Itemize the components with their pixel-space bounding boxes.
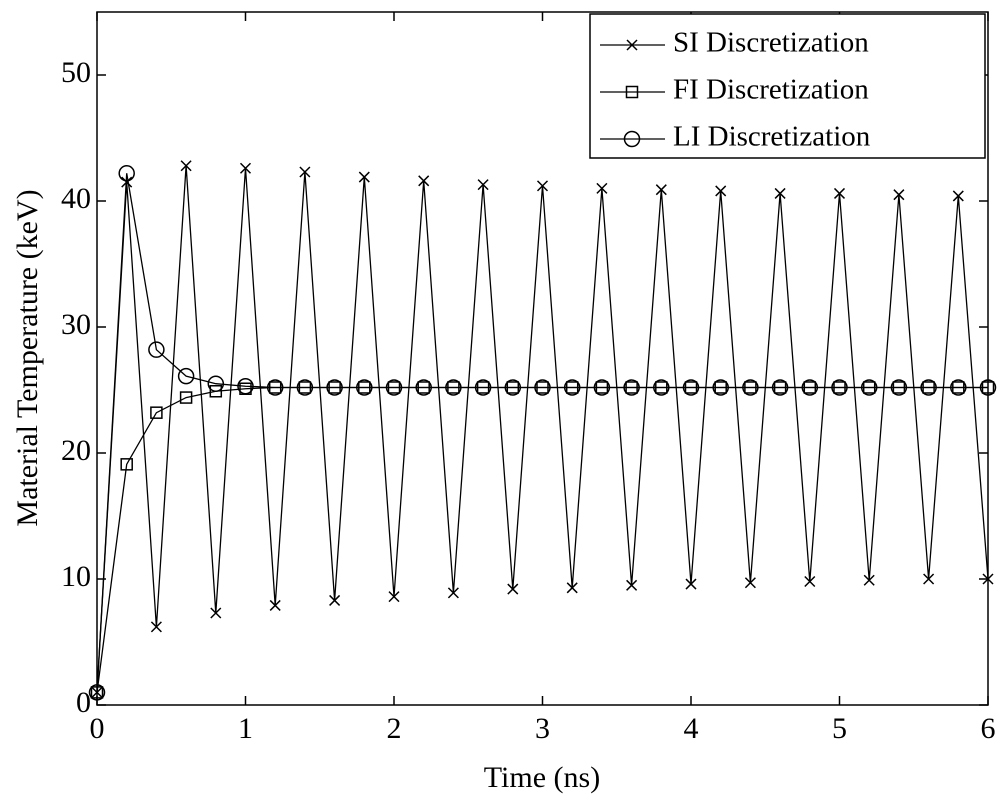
- marker-x: [744, 577, 756, 589]
- marker-circle: [890, 379, 908, 396]
- marker-circle: [623, 379, 640, 396]
- marker-x: [269, 599, 281, 611]
- marker-square: [179, 391, 193, 404]
- marker-square: [625, 85, 639, 99]
- marker-square: [120, 458, 133, 471]
- marker-circle: [742, 379, 759, 396]
- x-tick-label: 2: [387, 712, 402, 745]
- marker-circle: [534, 379, 551, 396]
- marker-x: [536, 180, 549, 192]
- marker-x: [299, 166, 311, 178]
- marker-circle: [266, 379, 284, 396]
- y-tick-label: 20: [61, 434, 91, 467]
- marker-x: [477, 179, 489, 191]
- marker-x: [447, 587, 459, 599]
- y-tick-label: 0: [76, 686, 91, 719]
- marker-square: [209, 385, 223, 398]
- x-tick-label: 1: [238, 712, 253, 745]
- marker-circle: [771, 379, 789, 396]
- y-tick-label: 40: [61, 182, 91, 215]
- marker-circle: [860, 379, 878, 396]
- marker-x: [507, 583, 519, 595]
- marker-circle: [623, 130, 641, 148]
- marker-x: [685, 578, 697, 590]
- marker-circle: [801, 379, 819, 396]
- marker-circle: [207, 375, 225, 392]
- marker-circle: [979, 379, 997, 396]
- marker-circle: [563, 379, 581, 396]
- y-tick-label: 30: [61, 308, 91, 341]
- marker-x: [180, 160, 192, 172]
- marker-x: [952, 190, 964, 202]
- marker-x: [388, 591, 400, 603]
- legend-label: LI Discretization: [673, 121, 871, 153]
- legend-label: FI Discretization: [673, 74, 869, 106]
- y-tick-label: 10: [61, 560, 91, 593]
- marker-x: [863, 574, 875, 586]
- marker-circle: [950, 379, 967, 396]
- marker-x: [596, 182, 608, 194]
- marker-circle: [148, 341, 165, 358]
- series-line: [96, 173, 988, 693]
- marker-circle: [88, 684, 106, 701]
- marker-circle: [415, 379, 432, 396]
- x-tick-label: 6: [981, 712, 996, 745]
- marker-circle: [653, 379, 670, 396]
- marker-x: [210, 607, 222, 619]
- marker-circle: [296, 379, 314, 396]
- marker-circle: [474, 379, 492, 396]
- legend-box: [589, 13, 986, 159]
- marker-circle: [920, 379, 937, 396]
- marker-x: [893, 189, 905, 201]
- marker-circle: [177, 367, 195, 385]
- marker-x: [239, 162, 252, 174]
- marker-circle: [445, 379, 462, 396]
- x-tick-label: 3: [535, 712, 550, 745]
- marker-square: [150, 406, 163, 419]
- y-axis-label: Material Temperature (keV): [11, 189, 44, 526]
- y-tick-label: 50: [61, 56, 91, 89]
- x-tick-label: 5: [832, 712, 847, 745]
- marker-circle: [504, 379, 522, 396]
- marker-x: [833, 187, 846, 199]
- marker-x: [358, 171, 370, 183]
- marker-x: [655, 184, 667, 196]
- marker-circle: [682, 379, 700, 396]
- marker-x: [150, 621, 162, 633]
- marker-x: [804, 575, 816, 588]
- marker-x: [774, 187, 786, 199]
- x-tick-label: 4: [684, 712, 699, 745]
- x-tick-label: 0: [90, 712, 105, 745]
- marker-circle: [831, 379, 848, 396]
- marker-circle: [118, 165, 135, 182]
- marker-x: [418, 175, 430, 187]
- marker-circle: [593, 379, 611, 396]
- marker-x: [715, 185, 727, 197]
- marker-x: [566, 582, 578, 594]
- legend-label: SI Discretization: [673, 27, 869, 59]
- marker-x: [626, 579, 638, 591]
- marker-circle: [712, 379, 729, 396]
- marker-x: [626, 39, 638, 51]
- marker-circle: [356, 379, 373, 396]
- x-axis-label: Time (ns): [484, 761, 600, 794]
- marker-circle: [237, 377, 254, 395]
- marker-x: [329, 594, 341, 606]
- marker-circle: [385, 379, 403, 396]
- marker-circle: [326, 379, 343, 396]
- marker-x: [982, 573, 994, 585]
- marker-x: [923, 573, 935, 585]
- series-line: [96, 386, 988, 693]
- series-line: [96, 165, 989, 693]
